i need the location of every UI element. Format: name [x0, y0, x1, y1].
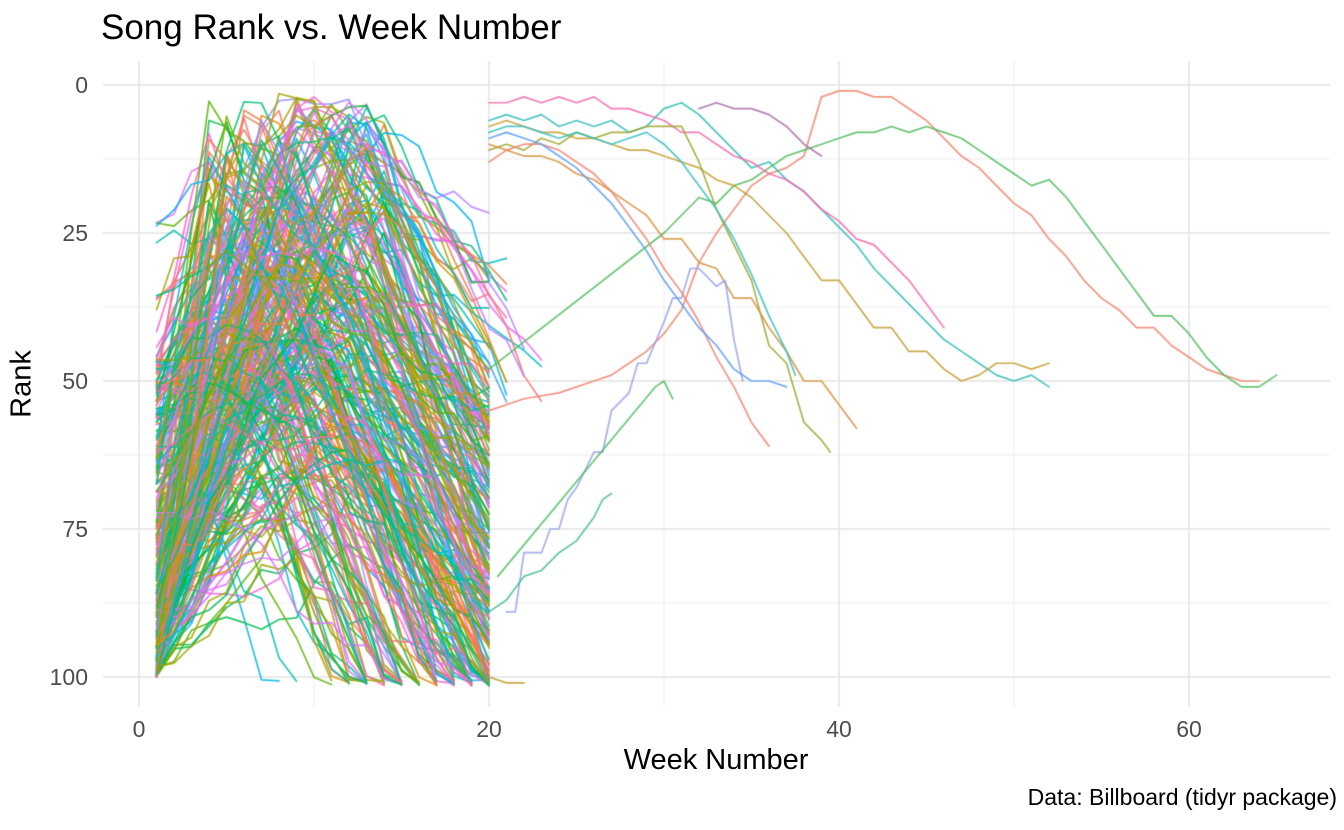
x-tick-label: 20	[476, 716, 502, 742]
y-tick-label: 100	[49, 664, 88, 690]
y-tick-label: 75	[62, 516, 88, 542]
x-axis-title: Week Number	[623, 744, 809, 776]
x-tick-label: 0	[132, 716, 146, 742]
y-tick-label: 50	[62, 368, 88, 394]
chart-title: Song Rank vs. Week Number	[101, 8, 562, 47]
y-tick-label: 0	[75, 72, 88, 98]
chart-caption: Data: Billboard (tidyr package)	[1027, 784, 1337, 810]
x-tick-label: 60	[1176, 716, 1202, 742]
y-tick-label: 25	[62, 220, 88, 246]
x-tick-label: 40	[826, 716, 852, 742]
